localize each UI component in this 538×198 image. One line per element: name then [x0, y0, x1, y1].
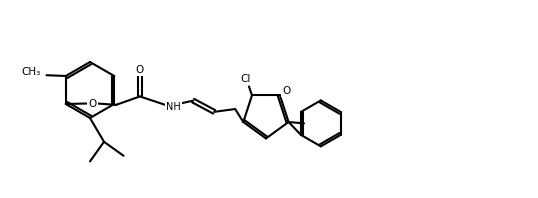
Text: O: O: [136, 66, 144, 75]
Text: Cl: Cl: [241, 74, 251, 84]
Text: NH: NH: [166, 102, 181, 112]
Text: CH₃: CH₃: [22, 67, 40, 77]
Text: O: O: [88, 99, 96, 109]
Text: O: O: [282, 86, 290, 96]
